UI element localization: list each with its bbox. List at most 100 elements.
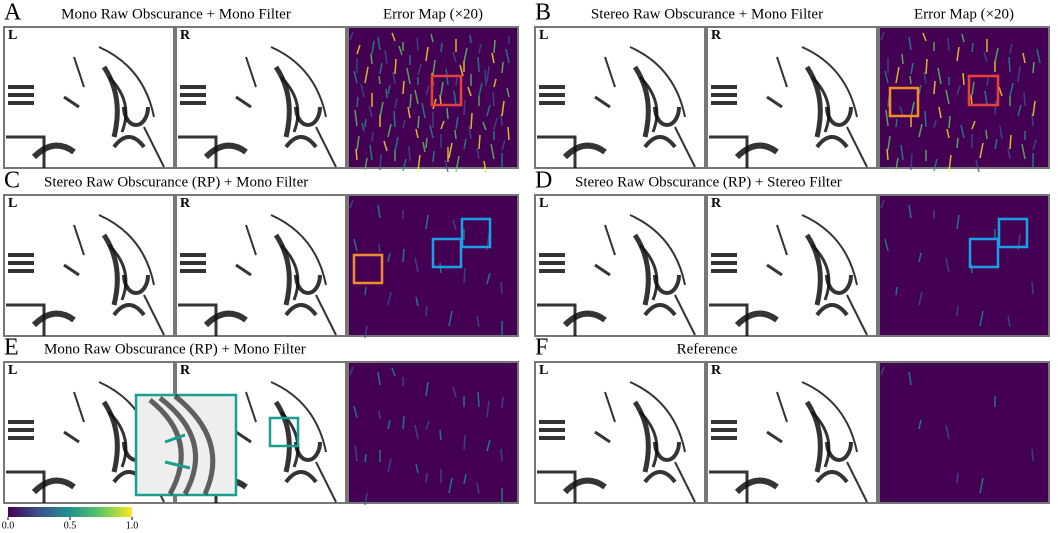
shadow-stroke — [734, 142, 779, 160]
inset-arrows — [164, 433, 191, 470]
error-stroke — [463, 473, 467, 485]
shading — [178, 214, 337, 336]
shadow-stroke — [235, 95, 252, 109]
error-stroke — [971, 42, 974, 53]
shadow-stroke — [801, 46, 858, 118]
image-frame — [175, 26, 347, 169]
error-stroke — [947, 37, 950, 52]
error-stroke — [394, 58, 397, 75]
panel-title: Mono Raw Obscurance (RP) + Mono Filter — [44, 341, 306, 357]
error-stroke — [971, 120, 976, 130]
error-stroke — [985, 129, 988, 140]
error-stroke — [478, 82, 483, 97]
error-stroke — [994, 138, 998, 150]
error-stroke — [463, 138, 467, 150]
error-stroke — [364, 66, 369, 84]
error-stroke — [938, 106, 942, 119]
panel-letter: D — [535, 168, 552, 194]
shadow-stroke — [776, 224, 788, 256]
shadow-stroke — [643, 135, 677, 149]
shadow-stroke — [284, 470, 318, 484]
error-stroke — [379, 62, 383, 75]
shadow-stroke — [653, 441, 681, 462]
error-stroke — [364, 492, 368, 506]
error-map — [347, 361, 519, 504]
error-stroke — [378, 410, 381, 420]
error-stroke — [500, 281, 503, 295]
error-stroke — [364, 325, 368, 339]
error-stroke — [493, 117, 498, 131]
error-stroke — [948, 154, 952, 172]
error-stroke — [455, 155, 460, 173]
error-stroke — [1022, 52, 1026, 64]
image-frame — [534, 26, 706, 169]
error-stroke — [945, 257, 950, 273]
shadow-stroke — [180, 253, 206, 273]
shadow-stroke — [143, 126, 165, 168]
error-stroke — [1031, 113, 1034, 127]
shading — [709, 381, 868, 503]
shadow-stroke — [734, 477, 779, 495]
error-stroke — [1032, 139, 1037, 151]
error-stroke — [402, 80, 405, 95]
error-stroke — [414, 424, 419, 440]
shadow-stroke — [825, 441, 853, 462]
shadow-stroke — [804, 400, 823, 473]
shadow-stroke — [815, 470, 849, 484]
panel-title: Reference — [677, 341, 738, 357]
error-stroke — [946, 128, 950, 139]
shadow-stroke — [294, 441, 322, 462]
error-stroke — [1009, 43, 1013, 54]
right-label: R — [180, 28, 191, 43]
error-stroke — [1009, 134, 1012, 150]
error-stroke — [416, 37, 419, 52]
inset-shading — [148, 394, 216, 496]
shadow-stroke — [604, 56, 616, 88]
shadow-stroke — [112, 135, 146, 149]
error-stroke — [895, 118, 898, 128]
error-stroke — [387, 252, 391, 263]
error-map — [878, 194, 1050, 337]
shadow-stroke — [801, 381, 858, 453]
error-stroke — [900, 144, 904, 161]
left-label: L — [539, 28, 548, 43]
error-stroke — [368, 105, 373, 118]
highlight-box — [967, 74, 1000, 107]
error-stroke — [353, 238, 358, 252]
error-stroke — [908, 371, 912, 386]
shading — [709, 214, 868, 336]
shadow-stroke — [31, 310, 76, 328]
highlight-box — [968, 237, 1000, 269]
error-stroke — [453, 90, 457, 106]
shadow-stroke — [245, 56, 257, 88]
error-stroke — [361, 122, 365, 132]
error-stroke — [414, 89, 419, 105]
error-stroke — [506, 87, 510, 98]
error-stroke — [425, 305, 428, 317]
error-stroke — [463, 434, 466, 451]
error-stroke — [910, 62, 914, 75]
error-stroke — [415, 128, 419, 139]
error-stroke — [415, 296, 419, 307]
error-stroke — [407, 106, 411, 119]
shadow-stroke — [804, 233, 823, 306]
shadow-stroke — [638, 243, 659, 301]
error-speckle — [880, 366, 1034, 494]
shadow-stroke — [539, 420, 565, 440]
shadow-stroke — [711, 85, 737, 105]
error-stroke — [1036, 48, 1041, 64]
shadow-stroke — [846, 294, 868, 336]
shadow-stroke — [810, 410, 831, 468]
error-stroke — [1009, 82, 1014, 97]
error-stroke — [353, 405, 358, 419]
error-stroke — [387, 419, 391, 430]
error-stroke — [999, 125, 1003, 140]
error-stroke — [961, 33, 965, 43]
shadow-stroke — [8, 253, 34, 273]
shadow-stroke — [235, 263, 252, 277]
error-stroke — [505, 48, 510, 64]
error-stroke — [425, 381, 429, 397]
error-stroke — [425, 472, 428, 484]
error-stroke — [440, 120, 445, 130]
error-stroke — [440, 81, 444, 96]
